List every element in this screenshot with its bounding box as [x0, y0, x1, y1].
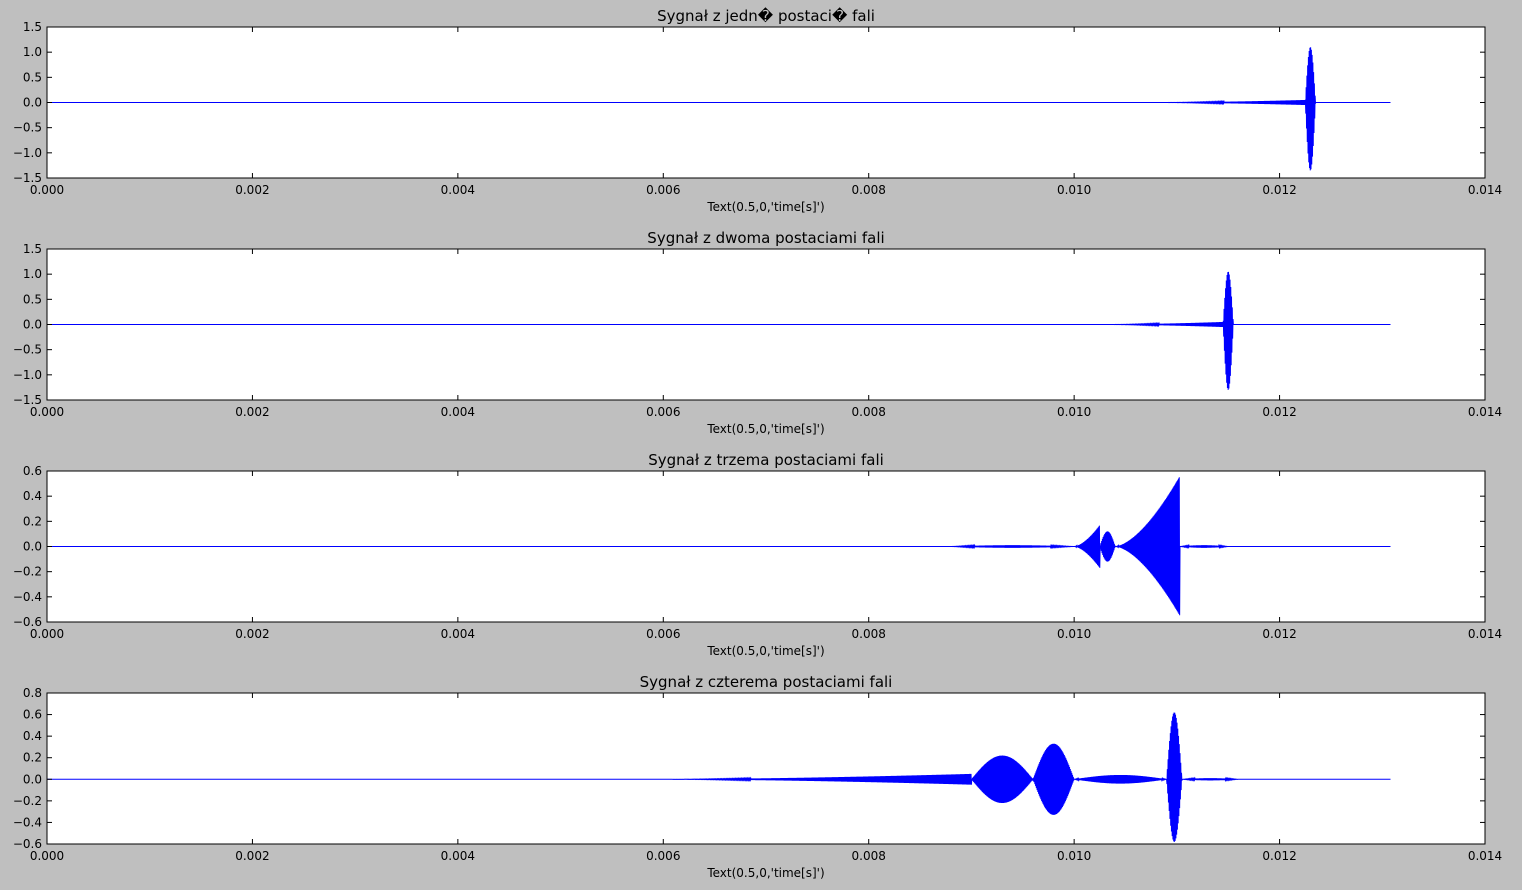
y-tick-label: −1.5 — [13, 393, 42, 407]
x-tick-label: 0.002 — [235, 183, 269, 197]
subplot-2: 0.000 0.002 0.004 0.006 0.008 0.010 0.012 0.014… — [13, 229, 1502, 436]
x-tick-label: 0.006 — [646, 627, 680, 641]
x-tick-label: 0.000 — [30, 183, 64, 197]
axes-frame — [46, 248, 1486, 401]
y-tick-label: 0.6 — [23, 708, 42, 722]
y-tick-label: 1.5 — [23, 242, 42, 256]
x-tick-label: 0.014 — [1468, 849, 1502, 863]
y-tick-label: 1.0 — [23, 267, 42, 281]
y-tick-label: 0.4 — [23, 729, 42, 743]
y-tick-label: 0.0 — [23, 96, 42, 110]
x-tick-label: 0.014 — [1468, 627, 1502, 641]
axes-frame — [46, 470, 1486, 623]
signal-series — [47, 477, 1391, 616]
y-tick-label: 0.0 — [23, 540, 42, 554]
subplot-title: Sygnał z jedn� postaci� fali — [657, 7, 875, 25]
x-tick-label: 0.000 — [30, 405, 64, 419]
x-axis-label: Text(0.5,0,'time[s]') — [706, 644, 824, 658]
x-tick-label: 0.006 — [646, 183, 680, 197]
axes-background — [47, 693, 1485, 844]
subplot-4: 0.000 0.002 0.004 0.006 0.008 0.010 0.012 0.014… — [13, 673, 1502, 880]
x-tick-label: 0.008 — [852, 405, 886, 419]
x-tick-label: 0.004 — [441, 849, 475, 863]
y-tick-label: −0.5 — [13, 121, 42, 135]
x-tick-label: 0.008 — [852, 627, 886, 641]
x-tick-label: 0.012 — [1262, 183, 1296, 197]
y-tick-label: −0.5 — [13, 343, 42, 357]
x-tick-label: 0.010 — [1057, 627, 1091, 641]
x-tick-label: 0.012 — [1262, 405, 1296, 419]
x-tick-label: 0.000 — [30, 627, 64, 641]
y-tick-label: −0.6 — [13, 615, 42, 629]
y-tick-label: −0.4 — [13, 815, 42, 829]
x-tick-label: 0.006 — [646, 849, 680, 863]
y-tick-label: 0.5 — [23, 292, 42, 306]
y-tick-label: 0.8 — [23, 686, 42, 700]
subplot-title: Sygnał z trzema postaciami fali — [648, 451, 884, 469]
signal-series — [47, 271, 1391, 390]
subplot-title: Sygnał z dwoma postaciami fali — [647, 229, 884, 247]
x-tick-label: 0.010 — [1057, 405, 1091, 419]
x-tick-label: 0.012 — [1262, 627, 1296, 641]
x-tick-label: 0.010 — [1057, 849, 1091, 863]
y-tick-label: 0.4 — [23, 489, 42, 503]
x-tick-label: 0.000 — [30, 849, 64, 863]
x-tick-label: 0.008 — [852, 183, 886, 197]
x-tick-label: 0.014 — [1468, 405, 1502, 419]
y-tick-label: −1.0 — [13, 368, 42, 382]
y-tick-label: −0.2 — [13, 565, 42, 579]
x-axis-label: Text(0.5,0,'time[s]') — [706, 200, 824, 214]
y-tick-label: 0.6 — [23, 464, 42, 478]
subplot-1: 0.000 0.002 0.004 0.006 0.008 0.010 0.012 0.014… — [13, 7, 1502, 214]
x-tick-label: 0.004 — [441, 183, 475, 197]
x-tick-label: 0.006 — [646, 405, 680, 419]
y-tick-label: 0.2 — [23, 514, 42, 528]
y-tick-label: 0.2 — [23, 751, 42, 765]
y-tick-label: −0.4 — [13, 590, 42, 604]
y-tick-label: 0.0 — [23, 772, 42, 786]
y-tick-label: 0.5 — [23, 70, 42, 84]
x-axis-label: Text(0.5,0,'time[s]') — [706, 422, 824, 436]
y-tick-label: −1.0 — [13, 146, 42, 160]
x-tick-label: 0.004 — [441, 627, 475, 641]
x-tick-label: 0.002 — [235, 627, 269, 641]
x-tick-label: 0.010 — [1057, 183, 1091, 197]
x-tick-label: 0.014 — [1468, 183, 1502, 197]
subplot-3: 0.000 0.002 0.004 0.006 0.008 0.010 0.012 0.014… — [13, 451, 1502, 658]
x-tick-label: 0.008 — [852, 849, 886, 863]
x-tick-label: 0.004 — [441, 405, 475, 419]
y-tick-label: −0.2 — [13, 794, 42, 808]
axes-frame — [46, 692, 1486, 845]
signal-series — [47, 712, 1391, 842]
x-tick-label: 0.002 — [235, 849, 269, 863]
y-tick-label: −0.6 — [13, 837, 42, 851]
y-tick-label: 1.5 — [23, 20, 42, 34]
x-tick-label: 0.012 — [1262, 849, 1296, 863]
y-tick-label: 0.0 — [23, 318, 42, 332]
y-tick-label: −1.5 — [13, 171, 42, 185]
y-tick-label: 1.0 — [23, 45, 42, 59]
subplot-title: Sygnał z czterema postaciami fali — [640, 673, 893, 691]
signal-series — [47, 47, 1391, 171]
x-tick-label: 0.002 — [235, 405, 269, 419]
axes-frame — [46, 26, 1486, 179]
x-axis-label: Text(0.5,0,'time[s]') — [706, 866, 824, 880]
